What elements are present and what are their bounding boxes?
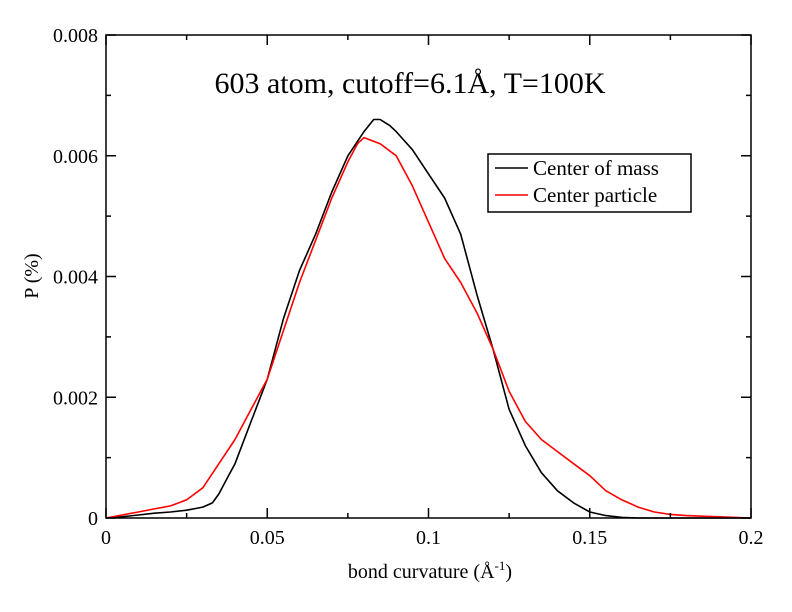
x-axis-label-suffix: ) <box>505 561 512 583</box>
y-tick-label: 0.008 <box>53 25 98 47</box>
plot-area <box>105 118 752 519</box>
x-tick-label: 0.05 <box>250 527 285 549</box>
y-tick-label: 0 <box>88 508 98 530</box>
x-tick-label: 0.15 <box>572 527 607 549</box>
y-tick-label: 0.004 <box>53 267 98 289</box>
legend: Center of mass Center particle <box>487 153 692 213</box>
x-axis-label-text: bond curvature (Å <box>348 561 495 583</box>
legend-box <box>487 153 692 213</box>
y-tick-label: 0.006 <box>53 146 98 168</box>
x-axis-label: bond curvature (Å-1) <box>348 558 512 583</box>
legend-label-center-particle: Center particle <box>533 183 657 207</box>
x-tick-label: 0.2 <box>739 527 764 549</box>
series-line-center-particle <box>105 136 752 519</box>
x-axis-label-superscript: -1 <box>495 558 506 573</box>
y-tick-label: 0.002 <box>53 387 98 409</box>
chart-title: 603 atom, cutoff=6.1Å, T=100K <box>214 67 605 100</box>
x-tick-label: 0 <box>101 527 111 549</box>
x-tick-label: 0.1 <box>416 527 441 549</box>
y-axis: 0 0.002 0.004 0.006 0.008 <box>53 25 751 530</box>
legend-label-center-of-mass: Center of mass <box>533 156 659 180</box>
x-axis: 0 0.05 0.1 0.15 0.2 <box>101 35 764 549</box>
y-axis-label: P (%) <box>21 253 43 298</box>
series-line-center-of-mass <box>105 118 751 519</box>
